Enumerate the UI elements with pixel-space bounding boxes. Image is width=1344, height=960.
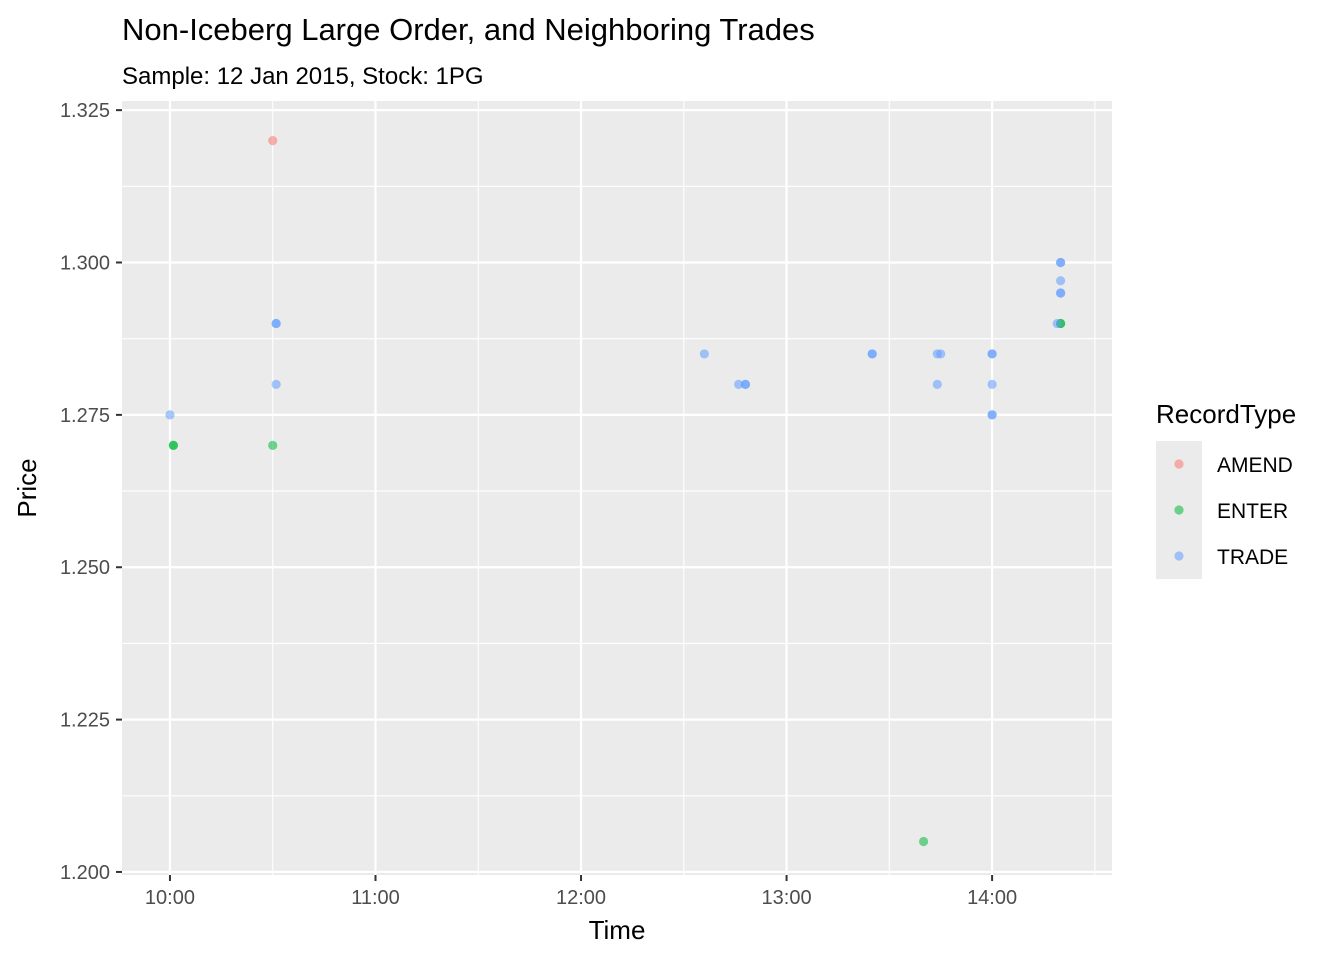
point-trade [987,379,997,389]
legend-key-amend [1174,459,1184,469]
x-axis: 10:00 11:00 12:00 13:00 14:00 [145,875,1017,909]
chart-subtitle: Sample: 12 Jan 2015, Stock: 1PG [122,63,484,90]
point-trade [734,379,744,389]
x-tick-label: 12:00 [556,887,606,909]
legend-title: RecordType [1156,399,1296,429]
point-trade [271,379,281,389]
grid-minor [122,101,1112,875]
point-amend [268,136,278,146]
chart-title: Non-Iceberg Large Order, and Neighboring… [122,12,815,47]
point-trade [699,349,709,359]
point-trade [271,318,281,329]
x-tick-label: 11:00 [351,887,400,909]
point-trade [987,410,997,420]
point-trade [1056,276,1066,286]
point-trade [932,379,942,389]
y-tick-label: 1.200 [60,862,110,884]
point-enter [918,836,929,847]
y-tick-label: 1.300 [60,253,110,275]
legend-label-amend: AMEND [1217,454,1293,477]
grid-major [122,101,1112,875]
point-trade [740,379,751,389]
y-tick-label: 1.225 [60,710,110,732]
x-axis-title: Time [589,915,646,945]
point-trade [1056,257,1066,268]
x-tick-label: 13:00 [762,887,812,909]
x-tick-label: 14:00 [967,887,1017,909]
legend-key-trade [1174,551,1184,561]
x-tick-label: 10:00 [145,887,195,909]
legend-items: AMEND ENTER TRADE [1174,454,1293,569]
point-trade [165,410,175,420]
legend-label-enter: ENTER [1217,500,1288,523]
point-enter [168,440,178,450]
point-trade [867,349,877,359]
legend: RecordType AMEND ENTER TRADE [1156,399,1296,579]
y-tick-label: 1.275 [60,405,110,427]
legend-label-trade: TRADE [1217,546,1288,569]
y-tick-label: 1.325 [60,100,110,122]
y-axis-title: Price [12,458,42,517]
y-tick-label: 1.250 [60,557,110,579]
point-trade [1052,318,1062,329]
point-enter [268,440,278,450]
point-trade [987,349,997,359]
point-trade [936,349,946,359]
plot-panel [122,101,1112,875]
point-trade [1056,288,1066,298]
legend-key-enter [1174,505,1184,515]
data-points [165,136,1066,847]
y-axis: 1.200 1.225 1.250 1.275 1.300 1.325 [60,100,122,884]
